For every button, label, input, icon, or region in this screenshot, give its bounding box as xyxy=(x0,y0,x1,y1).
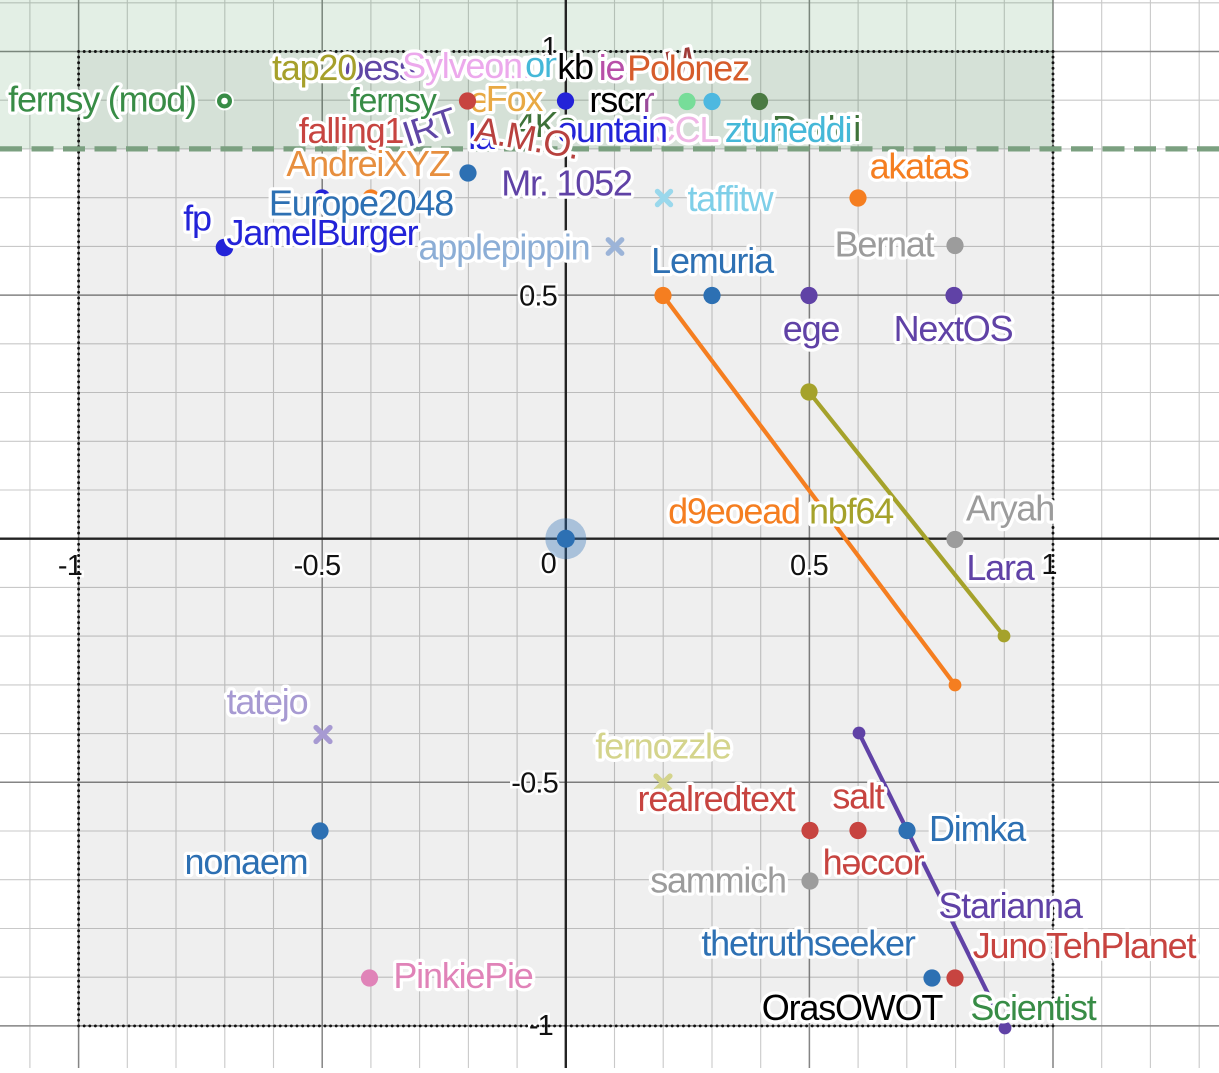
svg-text:nonaem: nonaem xyxy=(185,841,308,882)
svg-text:akatas: akatas xyxy=(870,146,969,187)
svg-text:thetruthseeker: thetruthseeker xyxy=(701,923,916,964)
svg-text:Europe2048: Europe2048 xyxy=(269,183,453,224)
svg-text:1: 1 xyxy=(542,32,557,64)
svg-text:0: 0 xyxy=(541,548,556,580)
svg-text:Reddi: Reddi xyxy=(772,108,860,149)
svg-text:-0.5: -0.5 xyxy=(511,768,558,800)
svg-text:AndreiXYZ: AndreiXYZ xyxy=(286,143,449,184)
svg-text:OrasOWOT: OrasOWOT xyxy=(762,987,944,1028)
svg-text:fernozzle: fernozzle xyxy=(595,726,730,767)
svg-text:ie: ie xyxy=(599,47,625,88)
svg-text:Bernat: Bernat xyxy=(835,224,935,265)
svg-text:Scientist: Scientist xyxy=(970,987,1096,1028)
svg-text:realredtext: realredtext xyxy=(638,778,796,819)
svg-text:oess: oess xyxy=(344,47,415,88)
svg-text:Dimka: Dimka xyxy=(929,808,1027,849)
svg-text:ountain: ountain xyxy=(557,109,667,150)
svg-text:ztuneddi: ztuneddi xyxy=(725,109,852,150)
svg-text:la: la xyxy=(468,116,496,157)
svg-text:Polonez: Polonez xyxy=(627,48,749,89)
svg-text:0.5: 0.5 xyxy=(519,281,557,313)
svg-text:0.5: 0.5 xyxy=(790,550,828,582)
svg-text:JamelBurger: JamelBurger xyxy=(227,212,419,253)
svg-text:həccor: həccor xyxy=(823,842,925,883)
svg-text:Sylveon: Sylveon xyxy=(402,45,522,86)
svg-text:d9eoead: d9eoead xyxy=(668,491,800,532)
svg-text:tap20: tap20 xyxy=(272,47,356,88)
svg-text:fp: fp xyxy=(183,198,211,239)
svg-text:falling1: falling1 xyxy=(299,110,404,151)
svg-text:fernsy: fernsy xyxy=(350,82,437,120)
svg-text:Mr. 1052: Mr. 1052 xyxy=(501,163,632,204)
svg-text:taffitw: taffitw xyxy=(688,178,775,219)
svg-text:PinkiePie: PinkiePie xyxy=(393,955,532,996)
svg-text:1: 1 xyxy=(1041,549,1056,581)
svg-text:salt: salt xyxy=(832,776,884,817)
svg-text:JunoTehPlanet: JunoTehPlanet xyxy=(973,925,1197,966)
svg-text:-0.5: -0.5 xyxy=(294,550,341,582)
svg-text:fernsy (mod): fernsy (mod) xyxy=(8,79,196,120)
svg-text:on: on xyxy=(504,45,542,86)
svg-text:Lara: Lara xyxy=(966,547,1035,588)
svg-text:sammich: sammich xyxy=(650,860,786,901)
svg-text:applepippin: applepippin xyxy=(419,227,590,268)
svg-text:nbf64: nbf64 xyxy=(809,491,893,532)
svg-text:Fox: Fox xyxy=(486,78,544,119)
svg-text:kb: kb xyxy=(557,46,593,87)
svg-text:rscr: rscr xyxy=(589,79,645,120)
svg-text:Aryah: Aryah xyxy=(966,488,1054,529)
svg-text:CCL: CCL xyxy=(650,109,719,150)
svg-text:4Ka: 4Ka xyxy=(516,104,579,145)
svg-text:ege: ege xyxy=(783,308,840,349)
svg-text:tatejo: tatejo xyxy=(227,681,308,722)
svg-text:Lemuria: Lemuria xyxy=(651,240,775,281)
svg-text:on: on xyxy=(525,44,563,85)
svg-text:Starianna: Starianna xyxy=(938,885,1083,926)
svg-text:NextOS: NextOS xyxy=(894,308,1013,349)
